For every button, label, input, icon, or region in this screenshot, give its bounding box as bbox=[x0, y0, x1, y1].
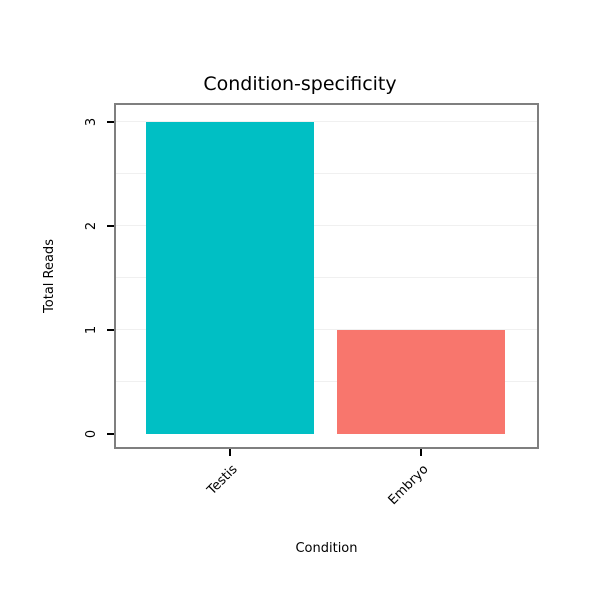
chart-title: Condition-specificity bbox=[203, 73, 397, 95]
x-axis-label: Condition bbox=[295, 541, 358, 556]
plot-area bbox=[114, 103, 539, 449]
y-tick-mark bbox=[107, 329, 114, 331]
x-tick-label-embryo: Embryo bbox=[385, 462, 432, 509]
gridline bbox=[116, 121, 537, 122]
gridline bbox=[116, 277, 537, 278]
gridline bbox=[116, 381, 537, 382]
y-axis-label: Total Reads bbox=[42, 239, 57, 313]
gridline bbox=[116, 329, 537, 330]
y-tick-label: 0 bbox=[84, 429, 99, 439]
gridline bbox=[116, 225, 537, 226]
y-tick-mark bbox=[107, 121, 114, 123]
y-tick-mark bbox=[107, 225, 114, 227]
x-tick-mark bbox=[420, 449, 423, 456]
y-tick-label: 2 bbox=[84, 221, 99, 231]
y-tick-label: 1 bbox=[84, 325, 99, 335]
bar-testis bbox=[145, 122, 314, 434]
x-tick-mark bbox=[228, 449, 231, 456]
y-tick-label: 3 bbox=[84, 117, 99, 127]
gridline bbox=[116, 173, 537, 174]
bar-embryo bbox=[337, 330, 506, 434]
x-tick-label-testis: Testis bbox=[204, 462, 241, 499]
y-tick-mark bbox=[107, 433, 114, 435]
